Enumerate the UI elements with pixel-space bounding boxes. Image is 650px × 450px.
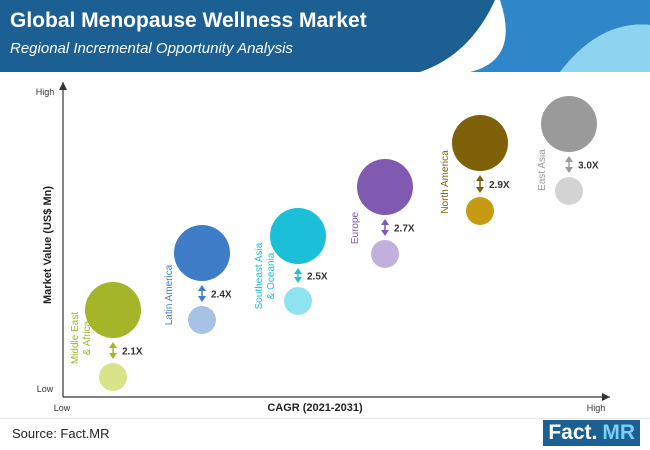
multiplier-label-north-america: 2.9X: [489, 180, 510, 191]
x-axis-arrow: [602, 393, 610, 401]
bubble-current-southeast-asia-oceania: [270, 208, 326, 264]
chart-subtitle: Regional Incremental Opportunity Analysi…: [10, 40, 293, 57]
region-label-middle-east-africa-line1: Middle East: [70, 312, 81, 364]
growth-arrow-head-up-latin-america: [198, 285, 206, 291]
bubble-base-north-america: [466, 197, 494, 225]
growth-arrow-head-down-latin-america: [198, 296, 206, 302]
bubble-current-north-america: [452, 115, 508, 171]
region-label-europe: Europe: [350, 211, 361, 244]
region-label-southeast-asia-oceania-line1: Southeast Asia: [254, 242, 265, 309]
multiplier-label-latin-america: 2.4X: [211, 290, 232, 301]
growth-arrow-head-down-southeast-asia-oceania: [294, 277, 302, 283]
logo-accent-text: MR: [602, 420, 640, 446]
bubble-base-east-asia: [555, 177, 583, 205]
x-tick-high: High: [587, 403, 606, 413]
growth-arrow-head-down-east-asia: [565, 167, 573, 173]
bubble-current-latin-america: [174, 225, 230, 281]
y-axis-label: Market Value (US$ Mn): [42, 186, 54, 304]
bubble-base-latin-america: [188, 306, 216, 334]
header-background: [0, 0, 650, 72]
region-label-east-asia: East Asia: [537, 149, 548, 191]
logo-main-text: Fact.: [543, 420, 603, 446]
region-label-north-america: North America: [440, 150, 451, 214]
region-label-latin-america: Latin America: [164, 264, 175, 325]
multiplier-label-europe: 2.7X: [394, 224, 415, 235]
y-tick-low: Low: [37, 384, 54, 394]
footer-divider: [0, 418, 650, 419]
growth-arrow-head-up-east-asia: [565, 156, 573, 162]
growth-arrow-head-up-europe: [381, 219, 389, 225]
growth-arrow-head-up-southeast-asia-oceania: [294, 268, 302, 274]
multiplier-label-east-asia: 3.0X: [578, 161, 599, 172]
region-label-southeast-asia-oceania-line2: & Oceania: [266, 252, 277, 299]
growth-arrow-head-down-europe: [381, 230, 389, 236]
bubble-base-southeast-asia-oceania: [284, 287, 312, 315]
source-note: Source: Fact.MR: [12, 426, 110, 441]
y-tick-high: High: [36, 87, 55, 97]
chart-title: Global Menopause Wellness Market: [10, 9, 367, 32]
multiplier-label-southeast-asia-oceania: 2.5X: [307, 272, 328, 283]
growth-arrow-head-down-middle-east-africa: [109, 353, 117, 359]
x-tick-low: Low: [54, 403, 71, 413]
x-axis-label: CAGR (2021-2031): [267, 402, 363, 414]
growth-arrow-head-down-north-america: [476, 187, 484, 193]
factmr-logo: Fact. MR: [543, 420, 640, 446]
y-axis-arrow: [59, 82, 67, 90]
bubble-base-europe: [371, 240, 399, 268]
multiplier-label-middle-east-africa: 2.1X: [122, 347, 143, 358]
chart-area: Low High Low High CAGR (2021-2031) Market Val…: [36, 82, 610, 414]
bubble-current-europe: [357, 159, 413, 215]
region-label-middle-east-africa-line2: & Africa: [82, 320, 93, 355]
growth-arrow-head-up-north-america: [476, 175, 484, 181]
bubble-current-east-asia: [541, 96, 597, 152]
bubble-base-middle-east-africa: [99, 363, 127, 391]
bubble-current-middle-east-africa: [85, 282, 141, 338]
header-banner: Global Menopause Wellness Market Regiona…: [0, 0, 650, 72]
growth-arrow-head-up-middle-east-africa: [109, 342, 117, 348]
